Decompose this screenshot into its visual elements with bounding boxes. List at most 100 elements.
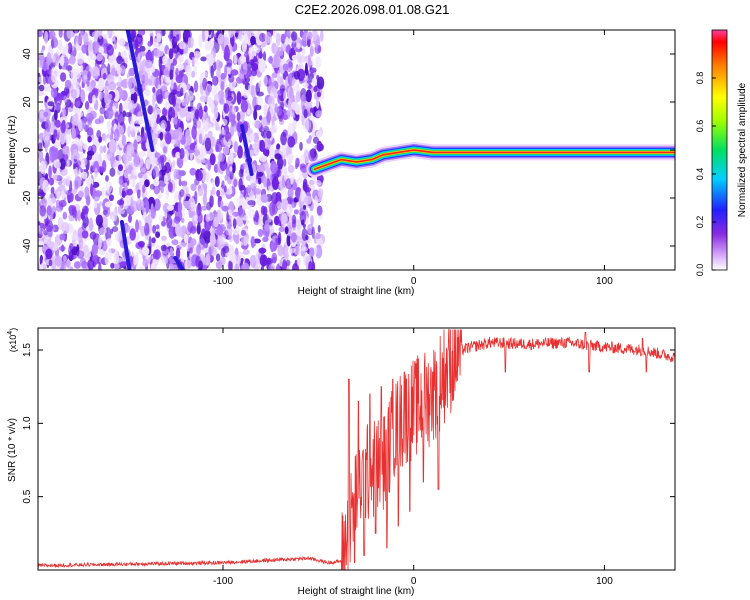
heatmap-noise-blob — [302, 204, 307, 210]
heatmap-noise-blob — [280, 131, 287, 146]
heatmap-noise-blob — [291, 247, 296, 253]
heatmap-noise-blob — [128, 214, 132, 223]
heatmap-noise-blob — [282, 63, 289, 71]
heatmap-noise-blob — [249, 149, 255, 157]
heatmap-noise-blob — [93, 201, 98, 209]
heatmap-noise-blob — [54, 255, 62, 267]
heatmap-noise-blob — [183, 200, 191, 207]
heatmap-noise-blob — [76, 35, 82, 45]
heatmap-noise-blob — [204, 30, 209, 41]
heatmap-noise-blob — [300, 246, 308, 252]
heatmap-noise-blob — [131, 169, 137, 176]
heatmap-noise-blob — [223, 220, 229, 228]
heatmap-noise-blob — [48, 165, 52, 179]
heatmap-noise-blob — [201, 71, 208, 77]
heatmap-noise-blob — [38, 189, 44, 197]
heatmap-noise-blob — [301, 228, 308, 242]
heatmap-noise-blob — [204, 122, 212, 131]
heatmap-noise-blob — [114, 128, 120, 142]
heatmap-noise-blob — [46, 238, 51, 248]
snr-x-tick-label: -100 — [213, 576, 233, 587]
heatmap-noise-blob — [173, 128, 180, 140]
heatmap-noise-blob — [53, 129, 58, 141]
heatmap-noise-blob — [259, 139, 266, 152]
heatmap-noise-blob — [207, 130, 213, 137]
heatmap-noise-blob — [317, 225, 321, 233]
heatmap-noise-blob — [149, 183, 155, 190]
heatmap-noise-blob — [41, 244, 48, 252]
heatmap-noise-blob — [183, 233, 188, 244]
heatmap-noise-blob — [180, 87, 184, 96]
heatmap-noise-blob — [174, 30, 181, 35]
heatmap-noise-blob — [57, 93, 64, 101]
heatmap-noise-blob — [273, 215, 280, 226]
heatmap-noise-blob — [224, 174, 228, 181]
heatmap-noise-blob — [77, 232, 83, 244]
heatmap-noise-blob — [153, 49, 162, 58]
heatmap-noise-blob — [230, 69, 239, 76]
heatmap-noise-blob — [178, 178, 182, 187]
heatmap-noise-blob — [258, 165, 266, 172]
heatmap-noise-blob — [128, 155, 133, 162]
heatmap-noise-blob — [185, 187, 189, 195]
heatmap-noise-blob — [102, 240, 108, 252]
heatmap-noise-blob — [271, 252, 278, 263]
heatmap-noise-blob — [262, 148, 270, 157]
heatmap-noise-blob — [113, 250, 119, 265]
heatmap-noise-blob — [219, 99, 225, 105]
heatmap-noise-blob — [59, 131, 66, 145]
heatmap-noise-blob — [113, 89, 120, 103]
heatmap-noise-blob — [78, 119, 83, 132]
heatmap-noise-blob — [113, 38, 118, 50]
heatmap-noise-blob — [61, 244, 65, 253]
heatmap-noise-blob — [108, 138, 117, 153]
heatmap-noise-blob — [215, 144, 220, 153]
heatmap-noise-blob — [194, 109, 200, 120]
heatmap-noise-blob — [239, 69, 247, 74]
heatmap-noise-blob — [99, 227, 107, 236]
heatmap-noise-blob — [59, 233, 66, 241]
heatmap-noise-blob — [151, 262, 157, 270]
heatmap-noise-blob — [256, 91, 264, 97]
heatmap-noise-blob — [155, 224, 160, 230]
heatmap-noise-blob — [190, 110, 195, 120]
heatmap-noise-blob — [277, 70, 281, 84]
heatmap-noise-blob — [53, 142, 61, 149]
heatmap-noise-blob — [315, 110, 323, 118]
heatmap-noise-blob — [70, 89, 77, 99]
heatmap-noise-blob — [152, 86, 156, 93]
heatmap-noise-blob — [102, 209, 108, 216]
heatmap-noise-blob — [42, 179, 50, 194]
heatmap-noise-blob — [200, 56, 207, 62]
heatmap-noise-blob — [94, 190, 103, 197]
heatmap-noise-blob — [312, 30, 318, 42]
heatmap-noise-blob — [307, 54, 312, 69]
heatmap-noise-blob — [142, 258, 149, 268]
heatmap-noise-blob — [69, 243, 74, 250]
heatmap-noise-blob — [118, 37, 126, 47]
heatmap-noise-blob — [104, 134, 108, 143]
heatmap-noise-blob — [112, 226, 118, 233]
heatmap-noise-blob — [221, 180, 225, 190]
heatmap-noise-blob — [257, 228, 264, 238]
heatmap-noise-blob — [97, 153, 102, 167]
heatmap-noise-blob — [189, 247, 194, 254]
heatmap-noise-blob — [145, 200, 150, 213]
heatmap-noise-blob — [97, 77, 105, 92]
heatmap-noise-blob — [316, 140, 323, 152]
heatmap-noise-blob — [180, 248, 184, 260]
heatmap-noise-blob — [86, 78, 90, 87]
heatmap-noise-blob — [249, 132, 255, 142]
heatmap-noise-blob — [157, 157, 164, 164]
heatmap-noise-blob — [260, 194, 269, 203]
heatmap-noise-blob — [198, 238, 206, 250]
heatmap-noise-blob — [56, 191, 61, 199]
heatmap-noise-blob — [199, 95, 206, 102]
heatmap-noise-blob — [99, 145, 104, 154]
heatmap-noise-blob — [105, 107, 114, 120]
heatmap-noise-blob — [229, 185, 233, 195]
heatmap-noise-blob — [98, 235, 102, 250]
heatmap-noise-blob — [38, 76, 44, 83]
heatmap-noise-blob — [143, 172, 148, 180]
